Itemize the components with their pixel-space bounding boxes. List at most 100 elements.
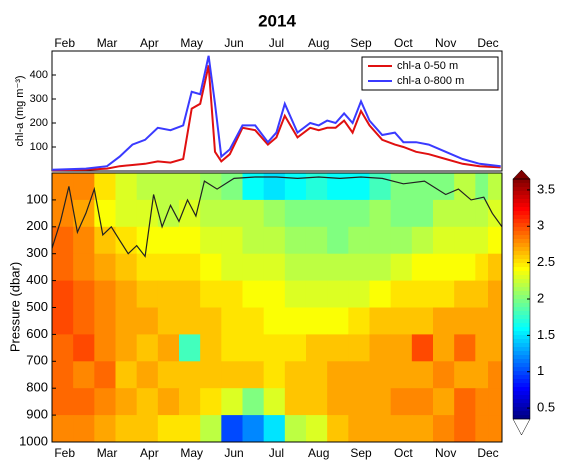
heatmap-cell [432, 199, 455, 228]
heatmap-cell [369, 415, 392, 442]
heatmap-cell [242, 334, 265, 362]
heatmap-cell [305, 307, 328, 335]
y-axis-label: chl-a (mg m⁻³) [14, 75, 26, 146]
heatmap-cell [157, 199, 180, 228]
colorbar-band [513, 327, 530, 332]
colorbar-band [513, 347, 530, 352]
heatmap-cell [115, 173, 138, 201]
heatmap-cell [242, 415, 265, 442]
heatmap-cell [390, 253, 413, 282]
heatmap-cell [432, 307, 455, 335]
heatmap-cell [475, 361, 489, 389]
colorbar-top [512, 169, 531, 180]
heatmap-cell [136, 253, 159, 282]
colorbar-band [513, 351, 530, 356]
heatmap-cell [475, 307, 489, 335]
heatmap-cell [454, 334, 476, 362]
heatmap-cell [432, 173, 455, 201]
heatmap-cell [73, 415, 95, 442]
colorbar-label: 3 [537, 218, 544, 233]
colorbar-band [513, 283, 530, 288]
colorbar-band [513, 323, 530, 328]
heatmap-cell [94, 415, 116, 442]
x-tick-label: May [180, 36, 203, 50]
heatmap-cell [348, 307, 370, 335]
heatmap-cell [52, 226, 74, 255]
heatmap-cell [327, 361, 349, 389]
heatmap-cell [115, 361, 138, 389]
heatmap-cell [178, 226, 201, 255]
heatmap-cell [221, 388, 243, 416]
heatmap-cell [454, 361, 476, 389]
x-tick-label: Mar [97, 36, 118, 50]
heatmap-cell [390, 307, 413, 335]
colorbar-label: 3.5 [537, 181, 555, 196]
colorbar-label: 1.5 [537, 327, 555, 342]
chart-title: 2014 [258, 11, 296, 30]
colorbar-band [513, 239, 530, 244]
colorbar-band [513, 227, 530, 232]
heatmap-cell [263, 415, 286, 442]
heatmap-cell [52, 307, 74, 335]
heatmap-cell [369, 334, 392, 362]
heatmap-cell [284, 361, 307, 389]
heatmap-cell [327, 280, 349, 308]
heatmap-cell [52, 361, 74, 389]
heatmap-cell [432, 253, 455, 282]
colorbar-band [513, 383, 530, 388]
heatmap-cell [369, 199, 392, 228]
heatmap-cell [200, 226, 222, 255]
colorbar-band [513, 247, 530, 252]
heatmap-cell [348, 253, 370, 282]
y-tick-label: 300 [26, 245, 48, 260]
colorbar-band [513, 251, 530, 256]
heatmap-cell [263, 253, 286, 282]
heatmap-cell [348, 415, 370, 442]
heatmap-cell [200, 361, 222, 389]
heatmap-cell [432, 388, 455, 416]
heatmap-cell [369, 388, 392, 416]
y-tick-label: 100 [30, 141, 48, 153]
heatmap-cell [390, 173, 413, 201]
heatmap-cell [73, 199, 95, 228]
heatmap-cell [115, 280, 138, 308]
heatmap-cell [411, 226, 434, 255]
heatmap-cell [52, 388, 74, 416]
x-tick-label: Feb [54, 446, 75, 460]
heatmap-cell [475, 388, 489, 416]
heatmap-cell [284, 173, 307, 201]
heatmap-cell [242, 361, 265, 389]
heatmap-cell [488, 173, 502, 201]
colorbar-band [513, 219, 530, 224]
heatmap-cell [263, 173, 286, 201]
y-axis-label: Pressure (dbar) [7, 262, 22, 352]
heatmap-cell [136, 173, 159, 201]
heatmap-cell [488, 226, 502, 255]
heatmap-cell [369, 280, 392, 308]
heatmap-cell [200, 307, 222, 335]
colorbar-band [513, 191, 530, 196]
y-tick-label: 200 [26, 218, 48, 233]
series-line [51, 65, 501, 172]
y-tick-label: 100 [26, 191, 48, 206]
heatmap-cell [242, 199, 265, 228]
heatmap-cell [284, 388, 307, 416]
heatmap-cell [157, 280, 180, 308]
heatmap-cell [305, 253, 328, 282]
heatmap-cell [263, 388, 286, 416]
colorbar-band [513, 415, 530, 420]
x-tick-label: Feb [54, 36, 75, 50]
colorbar-band [513, 223, 530, 228]
heatmap-cell [284, 415, 307, 442]
colorbar-band [513, 307, 530, 312]
y-tick-label: 400 [26, 272, 48, 287]
colorbar-band [513, 343, 530, 348]
colorbar-band [513, 395, 530, 400]
heatmap-cell [115, 199, 138, 228]
y-tick-label: 400 [30, 69, 48, 81]
heatmap-cell [475, 334, 489, 362]
heatmap-cell [94, 307, 116, 335]
heatmap-cell [178, 388, 201, 416]
colorbar-band [513, 231, 530, 236]
heatmap-cell [200, 415, 222, 442]
